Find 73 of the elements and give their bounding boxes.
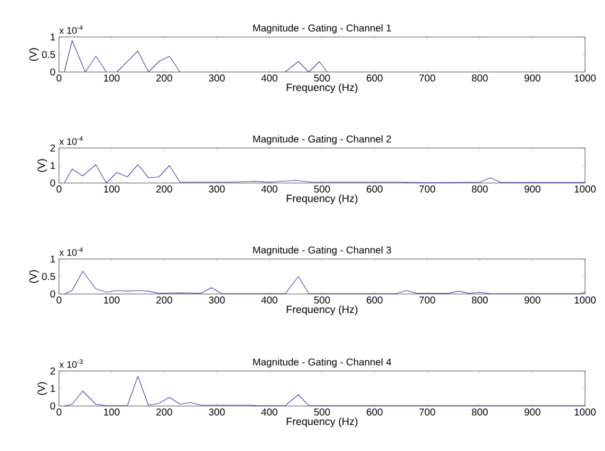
x-tick-label: 900 xyxy=(524,74,540,82)
line-series xyxy=(64,270,586,294)
y-tick-label: 1 xyxy=(50,256,55,262)
x-tick-label: 200 xyxy=(156,186,172,193)
x-tick-label: 300 xyxy=(208,74,225,82)
text: x 10$^{-4}$ xyxy=(59,136,83,145)
x-tick-label: 900 xyxy=(524,296,540,304)
y-tick-label: 2 xyxy=(50,368,55,374)
y-axis-title: (V) xyxy=(29,48,39,61)
x-axis-title: Frequency (Hz) xyxy=(286,194,358,204)
x-tick-label: 100 xyxy=(104,296,120,304)
x-tick-label: 900 xyxy=(524,408,540,416)
x-tick-label: 100 xyxy=(104,186,120,193)
text: x 10$^{-3}$ xyxy=(59,359,83,368)
y-tick-label: 0 xyxy=(50,179,56,187)
x-tick-label: 900 xyxy=(524,186,540,193)
chart-title: Magnitude - Gating - Channel 1 xyxy=(253,24,392,34)
x-tick-label: 1000 xyxy=(574,296,596,304)
x-tick-label: 700 xyxy=(419,296,436,304)
x-tick-label: 300 xyxy=(208,186,225,193)
x-tick-label: 500 xyxy=(314,186,330,193)
x-tick-label: 0 xyxy=(56,408,62,416)
y-tick-label: 1 xyxy=(50,162,55,169)
y-tick-label: 1 xyxy=(50,34,55,40)
x-tick-label: 100 xyxy=(104,408,120,416)
x-tick-label: 800 xyxy=(472,408,488,416)
y-tick-label: 0 xyxy=(50,402,56,410)
x-tick-label: 500 xyxy=(314,296,330,304)
x-axis-title: Frequency (Hz) xyxy=(286,417,358,428)
chart-title: Magnitude - Gating - Channel 2 xyxy=(253,135,391,144)
x-tick-label: 1000 xyxy=(574,74,596,82)
x-tick-label: 300 xyxy=(208,408,225,416)
chart-title: Magnitude - Gating - Channel 4 xyxy=(253,358,392,368)
y-tick-label: 1 xyxy=(50,385,55,392)
y-axis-title: (V) xyxy=(37,382,48,395)
x-tick-label: 1000 xyxy=(574,186,596,193)
y-tick-label: 0.5 xyxy=(42,272,56,280)
x-tick-label: 400 xyxy=(261,408,278,416)
x-tick-label: 400 xyxy=(261,186,278,193)
x-tick-label: 400 xyxy=(261,296,278,304)
x-tick-label: 600 xyxy=(366,296,383,304)
x-tick-label: 300 xyxy=(208,296,225,304)
y-tick-label: 0 xyxy=(50,290,56,298)
text: x 10$^{-4}$ xyxy=(59,247,83,256)
x-tick-label: 700 xyxy=(419,408,436,416)
x-tick-label: 200 xyxy=(156,74,172,82)
x-tick-label: 0 xyxy=(56,296,62,304)
x-tick-label: 600 xyxy=(366,186,383,193)
x-axis-title: Frequency (Hz) xyxy=(286,305,358,316)
x-tick-label: 700 xyxy=(419,186,436,193)
x-tick-label: 800 xyxy=(472,74,488,82)
x-tick-label: 200 xyxy=(156,296,172,304)
y-axis-title: (V) xyxy=(37,159,48,172)
text: x 10$^{-4}$ xyxy=(59,25,83,34)
x-tick-label: 0 xyxy=(56,74,62,82)
x-tick-label: 600 xyxy=(366,408,383,416)
x-tick-label: 600 xyxy=(366,74,383,82)
x-tick-label: 1000 xyxy=(574,408,596,416)
x-axis-title: Frequency (Hz) xyxy=(286,83,358,94)
y-tick-label: 0.5 xyxy=(42,50,56,58)
x-tick-label: 100 xyxy=(104,74,120,82)
chart-title: Magnitude - Gating - Channel 3 xyxy=(253,246,392,256)
x-tick-label: 800 xyxy=(472,296,488,304)
x-tick-label: 800 xyxy=(472,186,488,193)
x-tick-label: 500 xyxy=(314,74,330,82)
y-tick-label: 2 xyxy=(50,144,55,152)
x-tick-label: 200 xyxy=(156,408,172,416)
y-axis-title: (V) xyxy=(29,270,39,283)
x-tick-label: 400 xyxy=(261,74,278,82)
x-tick-label: 0 xyxy=(56,186,62,193)
x-tick-label: 500 xyxy=(314,408,330,416)
x-tick-label: 700 xyxy=(419,74,436,82)
y-tick-label: 0 xyxy=(50,68,56,76)
